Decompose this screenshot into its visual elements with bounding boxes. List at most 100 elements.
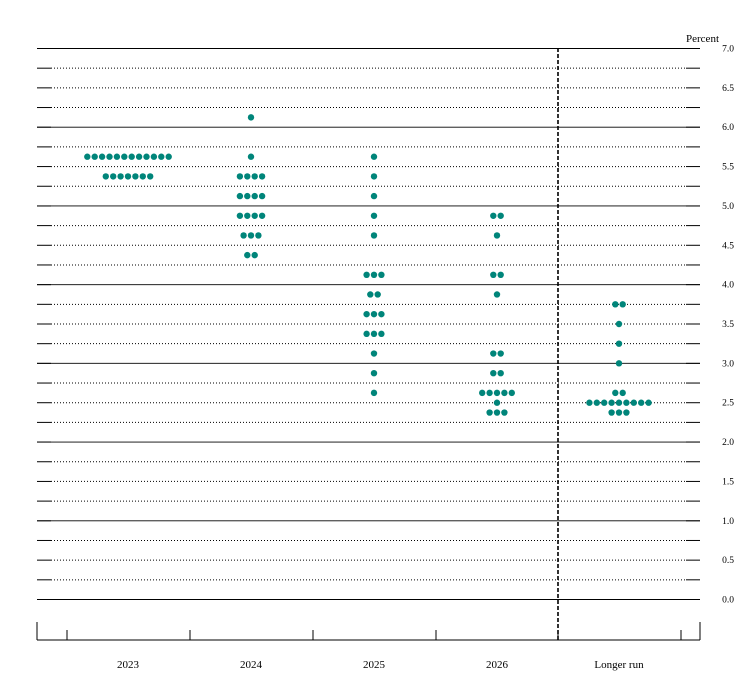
dot-point bbox=[143, 153, 150, 160]
dot-point bbox=[638, 399, 645, 406]
y-tick-label: 6.0 bbox=[722, 123, 734, 133]
dot-point bbox=[110, 173, 117, 180]
x-category-label: 2023 bbox=[117, 659, 140, 671]
y-tick-label: 3.0 bbox=[722, 359, 734, 369]
y-axis-label: Percent bbox=[686, 33, 719, 45]
dot-point bbox=[247, 153, 255, 160]
dot-point bbox=[615, 409, 623, 416]
dot-point bbox=[165, 153, 172, 160]
dot-point bbox=[113, 153, 121, 160]
dot-point bbox=[370, 389, 378, 397]
x-category-label: 2026 bbox=[486, 659, 509, 671]
y-tick-label: 0.0 bbox=[722, 596, 734, 606]
y-tick-labels: 0.0 0.5 1.0 1.5 2.0 2.5 3.0 3.5 4.0 4.5 5.0 5.5 6.0 6… bbox=[722, 45, 734, 606]
dot-point bbox=[630, 399, 637, 406]
dot-point bbox=[508, 389, 515, 397]
dot-point bbox=[378, 310, 385, 318]
y-tick-label: 6.5 bbox=[722, 84, 734, 94]
dot-point bbox=[619, 389, 626, 397]
dot-point bbox=[493, 409, 501, 416]
x-category-label: Longer run bbox=[594, 659, 644, 671]
dot-point bbox=[378, 330, 385, 338]
dot-point bbox=[370, 192, 378, 200]
dot-point bbox=[251, 173, 258, 180]
dot-point bbox=[370, 310, 378, 318]
dot-point bbox=[612, 389, 619, 397]
dot-point bbox=[493, 389, 501, 397]
dot-point bbox=[615, 399, 623, 406]
dot-point bbox=[615, 360, 623, 367]
y-tick-label: 5.5 bbox=[722, 163, 734, 173]
dot-point bbox=[493, 399, 501, 406]
dot-point bbox=[117, 173, 124, 180]
dot-point bbox=[91, 153, 98, 160]
dot-point bbox=[150, 153, 158, 160]
dot-point bbox=[370, 350, 378, 357]
dot-point bbox=[147, 173, 154, 180]
axes bbox=[36, 48, 701, 641]
dot-point bbox=[258, 212, 266, 219]
dot-point bbox=[139, 173, 146, 180]
dot-point bbox=[102, 173, 110, 180]
dots bbox=[84, 114, 652, 416]
dot-point bbox=[493, 291, 501, 298]
dot-point bbox=[158, 153, 165, 160]
gridlines bbox=[37, 48, 700, 600]
dot-point bbox=[363, 330, 370, 338]
dot-point bbox=[236, 192, 244, 200]
dot-point bbox=[244, 212, 251, 219]
dot-point bbox=[128, 153, 135, 160]
y-tick-label: 1.0 bbox=[722, 517, 734, 527]
dot-point bbox=[121, 153, 128, 160]
dot-point bbox=[124, 173, 132, 180]
dot-point bbox=[106, 153, 113, 160]
dot-point bbox=[486, 409, 493, 416]
dot-point bbox=[493, 232, 501, 239]
dot-point bbox=[615, 340, 623, 347]
dot-point bbox=[247, 114, 255, 121]
dot-point bbox=[615, 320, 623, 328]
dot-point bbox=[374, 291, 381, 298]
dot-point bbox=[98, 153, 106, 160]
dot-point bbox=[258, 173, 266, 180]
dot-point bbox=[497, 212, 504, 219]
dot-point bbox=[370, 153, 378, 160]
dot-point bbox=[601, 399, 608, 406]
dot-point bbox=[258, 192, 266, 200]
dot-point bbox=[135, 153, 143, 160]
dot-point bbox=[370, 330, 378, 338]
dot-point bbox=[251, 192, 258, 200]
dot-point bbox=[236, 212, 244, 219]
y-tick-label: 2.0 bbox=[722, 438, 734, 448]
dot-point bbox=[363, 271, 370, 279]
dot-point bbox=[497, 271, 504, 279]
y-tick-label: 2.5 bbox=[722, 399, 734, 409]
y-tick-label: 4.5 bbox=[722, 241, 734, 251]
y-tick-label: 1.5 bbox=[722, 477, 734, 487]
y-tick-label: 3.5 bbox=[722, 320, 734, 330]
y-tick-label: 7.0 bbox=[722, 45, 734, 55]
dot-point bbox=[244, 173, 251, 180]
dot-point bbox=[251, 251, 258, 259]
y-tick-label: 5.0 bbox=[722, 202, 734, 212]
dot-point bbox=[240, 232, 247, 239]
dot-point bbox=[497, 369, 504, 377]
x-category-labels: 2023 2024 2025 2026 Longer run bbox=[117, 659, 644, 671]
dot-point bbox=[490, 212, 497, 219]
x-category-label: 2025 bbox=[363, 659, 386, 671]
dot-point bbox=[490, 369, 497, 377]
dot-point bbox=[608, 399, 615, 406]
y-tick-label: 0.5 bbox=[722, 556, 734, 566]
dot-point bbox=[645, 399, 652, 406]
dot-point bbox=[84, 153, 91, 160]
dot-point bbox=[623, 409, 630, 416]
dot-point bbox=[251, 212, 258, 219]
dot-point bbox=[619, 301, 626, 308]
dot-point bbox=[378, 271, 385, 279]
dot-point bbox=[370, 271, 378, 279]
dot-point bbox=[255, 232, 262, 239]
dot-point bbox=[501, 409, 508, 416]
dot-point bbox=[244, 192, 251, 200]
dot-point bbox=[479, 389, 486, 397]
